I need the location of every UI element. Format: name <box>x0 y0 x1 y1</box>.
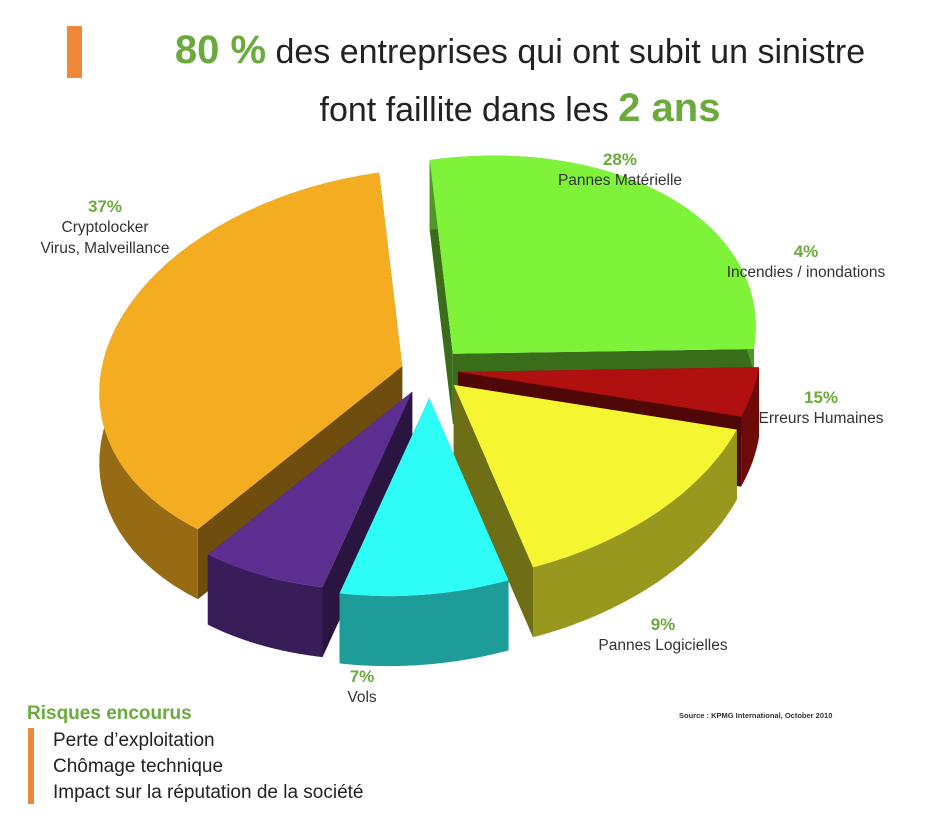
risk-item: Impact sur la réputation de la société <box>53 782 364 803</box>
headline-highlight: 2 ans <box>618 86 721 130</box>
label-erreurs-humaines-percent: 15% <box>803 388 839 407</box>
slice-pannes-logicielles-top <box>339 397 509 597</box>
slice-cryptolocker-top <box>99 172 403 530</box>
label-pannes-logicielles-percent: 9% <box>650 615 676 634</box>
label-cryptolocker-line-2: Virus, Malveillance <box>40 240 170 257</box>
slice-vols-top <box>207 391 413 588</box>
label-cryptolocker-line-1: Cryptolocker <box>61 219 149 236</box>
label-vols: 7% Vols <box>347 666 376 708</box>
label-vols-percent: 7% <box>349 667 375 686</box>
risks-list: Perte d’exploitation Chômage technique I… <box>53 728 364 806</box>
label-vols-text: Vols <box>347 689 377 706</box>
headline-line-1-text: des entreprises qui ont subit un sinistr… <box>266 33 866 71</box>
slice-incendies-inondations-top <box>457 367 760 417</box>
risk-item: Perte d’exploitation <box>53 730 215 751</box>
label-cryptolocker: 37% Cryptolocker Virus, Malveillance <box>41 196 170 259</box>
slice-pannes-logicielles <box>339 397 509 667</box>
headline-line-2-text: font faillite dans les <box>319 91 619 129</box>
label-incendies-percent: 4% <box>793 242 819 261</box>
label-incendies-text: Incendies / inondations <box>726 264 886 281</box>
headline: 80 % des entreprises qui ont subit un si… <box>120 22 920 138</box>
label-pannes-materielle: 28% Pannes Matérielle <box>558 149 682 191</box>
label-pannes-logicielles-text: Pannes Logicielles <box>598 637 728 654</box>
label-erreurs-humaines-text: Erreurs Humaines <box>758 410 884 427</box>
label-cryptolocker-percent: 37% <box>87 197 123 216</box>
headline-line-1: 80 % des entreprises qui ont subit un si… <box>120 22 920 80</box>
headline-line-2: font faillite dans les 2 ans <box>120 80 920 138</box>
slice-erreurs-humaines <box>453 384 737 638</box>
slice-erreurs-humaines-rim <box>533 429 737 638</box>
label-incendies: 4% Incendies / inondations <box>727 241 886 283</box>
label-pannes-logicielles: 9% Pannes Logicielles <box>598 614 727 656</box>
headline-percent: 80 % <box>174 28 267 72</box>
risks-title: Risques encourus <box>27 703 192 724</box>
label-pannes-materielle-text: Pannes Matérielle <box>557 172 683 189</box>
label-erreurs-humaines: 15% Erreurs Humaines <box>759 387 884 429</box>
source-note: Source : KPMG International, October 201… <box>679 711 833 720</box>
slice-pannes-logicielles-rim <box>339 580 509 667</box>
slice-erreurs-humaines-side-end <box>453 384 534 638</box>
risks-accent-bar <box>28 728 34 804</box>
title-accent-bar <box>67 26 82 78</box>
label-pannes-materielle-percent: 28% <box>602 150 638 169</box>
slice-pannes-mat-rielle-top <box>429 155 756 354</box>
risk-item: Chômage technique <box>53 756 224 777</box>
slice-vols-rim <box>207 554 323 658</box>
slice-incendies-inondations-rim <box>741 367 760 487</box>
slice-erreurs-humaines-top <box>453 384 737 568</box>
